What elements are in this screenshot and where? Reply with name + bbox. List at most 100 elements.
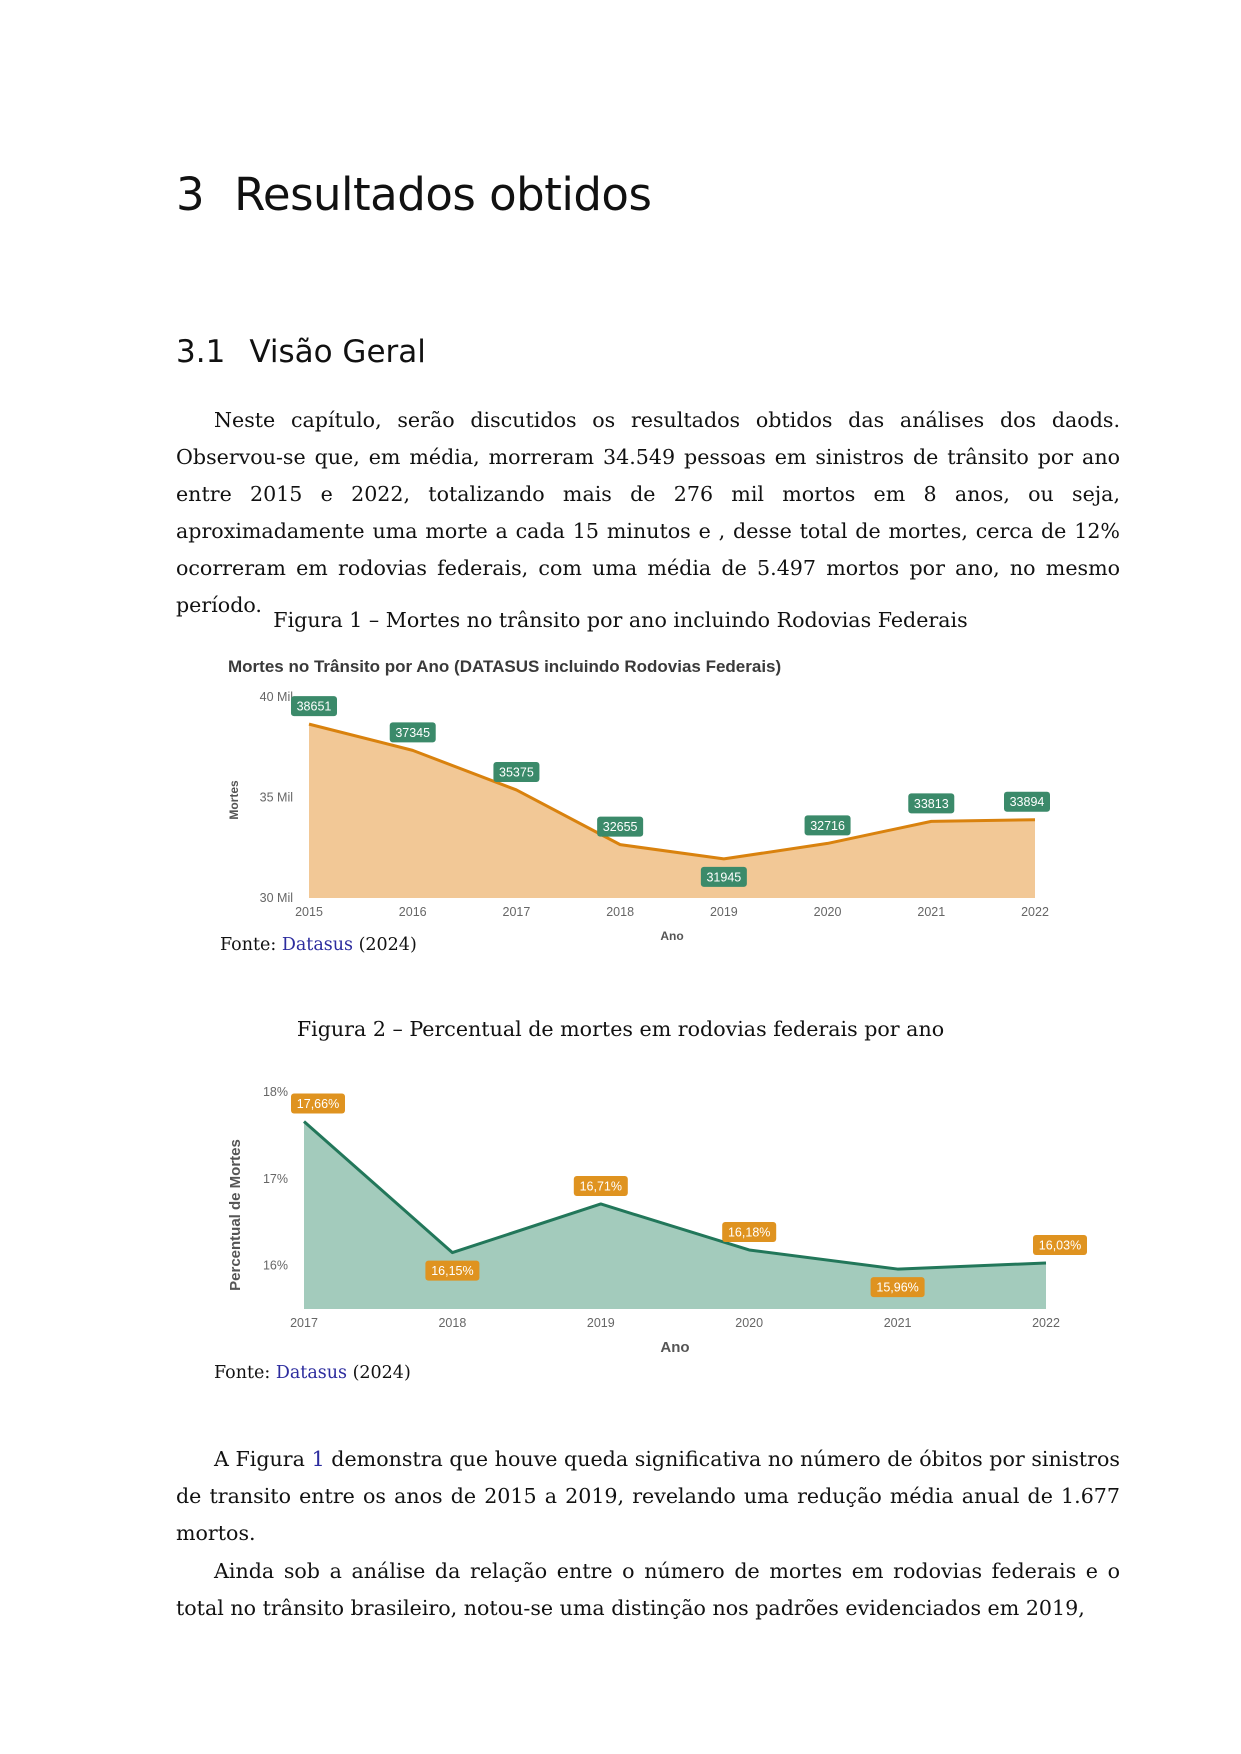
x-tick-label: 2022 — [1021, 905, 1049, 919]
chart2-x-ticks: 2017 2018 2019 2020 2021 2022 — [290, 1316, 1060, 1330]
data-label: 33894 — [1004, 791, 1050, 812]
deaths-per-year-chart: Mortes no Trânsito por Ano (DATASUS incl… — [227, 657, 1050, 943]
source-year: (2024) — [347, 1363, 411, 1383]
subsection-heading: 3.1 Visão Geral — [176, 334, 426, 370]
chart2-y-axis-label: Percentual de Mortes — [227, 1139, 244, 1291]
chart1-y-axis-label: Mortes — [227, 780, 241, 820]
data-label-box — [425, 1260, 480, 1281]
data-label-box — [804, 815, 851, 836]
data-label: 16,71% — [573, 1175, 628, 1196]
x-tick-label: 2019 — [587, 1316, 615, 1330]
x-tick-label: 2016 — [399, 905, 427, 919]
data-label-box — [908, 793, 955, 814]
data-label: 17,66% — [291, 1093, 345, 1114]
chart2-data-labels: 17,66% 16,15% 16,71% 16,18% 15,96% 16,03% — [291, 1093, 1087, 1298]
subsection-number: 3.1 — [176, 334, 226, 370]
data-label-box — [291, 696, 337, 717]
series-area — [309, 724, 1035, 898]
x-tick-label: 2021 — [884, 1316, 912, 1330]
data-label-text: 33813 — [914, 797, 949, 811]
data-label-text: 15,96% — [876, 1281, 918, 1295]
figure2-source: Fonte: Datasus (2024) — [214, 1363, 411, 1383]
data-label-text: 35375 — [499, 765, 534, 779]
series-line — [303, 1120, 1047, 1271]
series-area — [304, 1121, 1046, 1309]
data-label-text: 37345 — [395, 726, 430, 740]
chart1-title: Mortes no Trânsito por Ano (DATASUS incl… — [228, 657, 781, 676]
chart2-x-axis-label: Ano — [660, 1339, 689, 1356]
data-label-box — [1033, 1234, 1087, 1255]
data-label-box — [1004, 791, 1050, 812]
chart1-x-ticks: 2015 2016 2017 2018 2019 2020 2021 2022 — [295, 905, 1049, 919]
y-tick-label: 17% — [263, 1172, 288, 1186]
data-label-box — [493, 761, 540, 782]
data-label-text: 38651 — [297, 700, 332, 714]
y-tick-label: 30 Mil — [260, 891, 293, 905]
data-label-text: 16,15% — [431, 1264, 473, 1278]
data-label-box — [291, 1093, 345, 1114]
y-tick-label: 18% — [263, 1085, 288, 1099]
chart1-plot — [308, 722, 1036, 898]
y-tick-label: 35 Mil — [260, 791, 293, 805]
continuation-paragraph: Ainda sob a análise da relação entre o n… — [176, 1553, 1120, 1627]
paragraph-text: A Figura 1 demonstra que houve queda sig… — [176, 1441, 1120, 1552]
chart2-plot — [303, 1120, 1047, 1309]
data-label-box — [597, 816, 644, 837]
data-label: 32716 — [804, 815, 851, 836]
datasus-link[interactable]: Datasus — [281, 935, 354, 955]
series-line — [308, 722, 1036, 861]
datasus-link[interactable]: Datasus — [275, 1363, 348, 1383]
x-tick-label: 2015 — [295, 905, 323, 919]
federal-highway-percentage-chart: 16% 17% 18% Percentual de Mortes 2017 2018 2… — [227, 1085, 1087, 1356]
source-prefix: Fonte: — [220, 935, 282, 955]
data-label-box — [573, 1175, 628, 1196]
data-label-text: 16,18% — [728, 1225, 770, 1239]
data-label: 32655 — [597, 816, 644, 837]
analysis-paragraph: A Figura 1 demonstra que houve queda sig… — [176, 1441, 1120, 1552]
source-prefix: Fonte: — [214, 1363, 276, 1383]
data-label: 31945 — [700, 866, 747, 887]
source-year: (2024) — [353, 935, 417, 955]
figure1-source: Fonte: Datasus (2024) — [220, 935, 417, 955]
data-label-text: 16,03% — [1039, 1238, 1081, 1252]
subsection-title: Visão Geral — [249, 334, 426, 370]
data-label: 16,18% — [722, 1221, 777, 1242]
x-tick-label: 2017 — [290, 1316, 318, 1330]
data-label-text: 16,71% — [580, 1179, 622, 1193]
data-label-text: 33894 — [1010, 795, 1045, 809]
chart2-y-ticks: 16% 17% 18% — [263, 1085, 288, 1273]
chart1-data-labels: 38651 37345 35375 32655 31945 32716 33813 33894 — [291, 696, 1050, 887]
x-tick-label: 2018 — [606, 905, 634, 919]
y-tick-label: 40 Mil — [260, 690, 293, 704]
paragraph-text-start: A Figura — [214, 1447, 312, 1471]
data-label: 33813 — [908, 793, 955, 814]
intro-paragraph: Neste capítulo, serão discutidos os resu… — [176, 402, 1120, 624]
y-tick-label: 16% — [263, 1259, 288, 1273]
x-tick-label: 2020 — [814, 905, 842, 919]
x-tick-label: 2017 — [503, 905, 531, 919]
data-label-box — [870, 1277, 925, 1298]
x-tick-label: 2018 — [438, 1316, 466, 1330]
chart1-x-axis-label: Ano — [660, 929, 683, 943]
data-label: 15,96% — [870, 1277, 925, 1298]
paragraph-text: Neste capítulo, serão discutidos os resu… — [176, 408, 1120, 617]
data-label: 16,03% — [1033, 1234, 1087, 1255]
data-label-text: 17,66% — [297, 1097, 339, 1111]
data-label: 38651 — [291, 696, 337, 717]
data-label-box — [389, 722, 436, 743]
figure1-caption: Figura 1 – Mortes no trânsito por ano in… — [273, 608, 968, 632]
x-tick-label: 2020 — [735, 1316, 763, 1330]
section-heading: 3 Resultados obtidos — [176, 168, 652, 221]
data-label-text: 32716 — [810, 819, 845, 833]
paragraph-text-end: demonstra que houve queda significativa … — [176, 1447, 1120, 1545]
data-label: 37345 — [389, 722, 436, 743]
figure2-caption: Figura 2 – Percentual de mortes em rodov… — [296, 1017, 945, 1041]
data-label-text: 31945 — [706, 870, 741, 884]
section-number: 3 — [176, 168, 205, 221]
data-label-box — [722, 1221, 777, 1242]
data-label-text: 32655 — [603, 820, 638, 834]
data-label: 35375 — [493, 761, 540, 782]
paragraph-text: Ainda sob a análise da relação entre o n… — [176, 1559, 1120, 1620]
figure-reference-link[interactable]: 1 — [311, 1447, 325, 1471]
